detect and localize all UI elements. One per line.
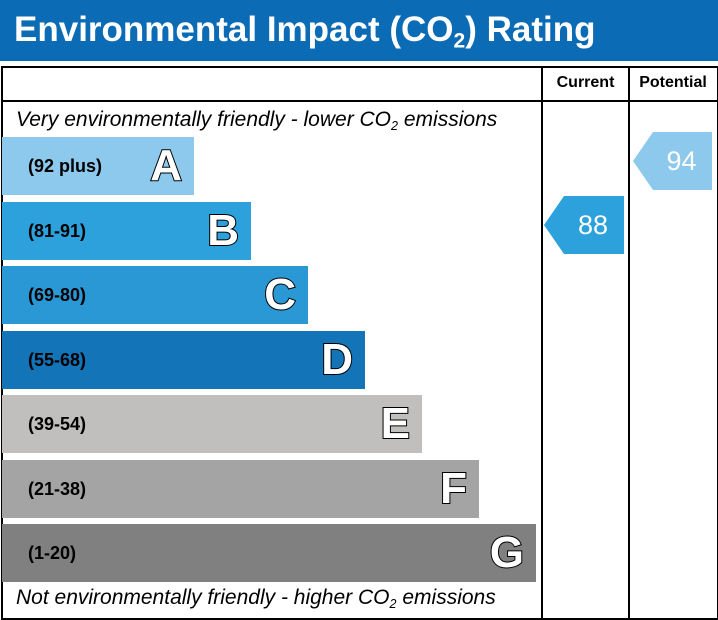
band-letter: B: [206, 205, 240, 256]
rating-band-e: (39-54) E: [2, 395, 422, 453]
rating-band-c: (69-80) C: [2, 266, 308, 324]
current-rating-arrow: 88: [544, 195, 624, 254]
chart-header: Environmental Impact (CO2) Rating: [0, 0, 718, 61]
header-row-divider: [1, 100, 717, 102]
rating-band-d: (55-68) D: [2, 330, 365, 389]
bottom-caption: Not environmentally friendly - higher CO…: [16, 586, 496, 610]
column-divider-potential: [628, 66, 630, 620]
current-arrow-shape: [544, 195, 624, 254]
band-letter: F: [439, 463, 468, 514]
band-letter: D: [320, 334, 354, 385]
rating-band-f: (21-38) F: [2, 459, 479, 518]
band-range-label: (92 plus): [28, 156, 103, 176]
potential-column-header: Potential: [639, 74, 707, 91]
title-subscript: 2: [453, 29, 466, 53]
rating-band-b: (81-91) B: [2, 201, 251, 260]
band-range-label: (55-68): [28, 349, 87, 370]
top-caption: Very environmentally friendly - lower CO…: [16, 108, 497, 132]
chart-title: Environmental Impact (CO2) Rating: [14, 8, 595, 52]
potential-rating-arrow: 94: [633, 132, 712, 190]
rating-band-a: (92 plus) A: [2, 137, 194, 195]
band-range-label: (39-54): [28, 414, 87, 434]
potential-arrow-shape: [633, 132, 712, 190]
current-column-header: Current: [556, 74, 615, 91]
potential-rating-value: 94: [666, 146, 697, 176]
band-range-label: (81-91): [28, 220, 87, 241]
bottom-caption-subscript: 2: [389, 596, 397, 611]
top-caption-text-end: emissions: [398, 108, 498, 131]
band-range-label: (21-38): [28, 478, 87, 499]
band-range-label: (1-20): [28, 543, 77, 563]
title-text-end: ) Rating: [465, 10, 596, 49]
current-rating-value: 88: [577, 209, 609, 240]
top-caption-subscript: 2: [391, 118, 399, 133]
band-letter: C: [263, 269, 297, 320]
band-letter: E: [380, 398, 411, 449]
current-arrow-polygon: [544, 195, 624, 254]
band-letter: A: [149, 140, 183, 191]
bottom-caption-text-end: emissions: [396, 586, 496, 609]
top-caption-text: Very environmentally friendly - lower CO: [16, 108, 392, 131]
title-text: Environmental Impact (CO: [14, 10, 454, 49]
column-divider-current: [541, 66, 543, 620]
band-letter: G: [489, 527, 525, 578]
rating-band-g: (1-20) G: [2, 524, 536, 582]
potential-arrow-polygon: [633, 132, 712, 190]
band-range-label: (69-80): [28, 285, 87, 305]
bottom-caption-text: Not environmentally friendly - higher CO: [16, 586, 390, 609]
